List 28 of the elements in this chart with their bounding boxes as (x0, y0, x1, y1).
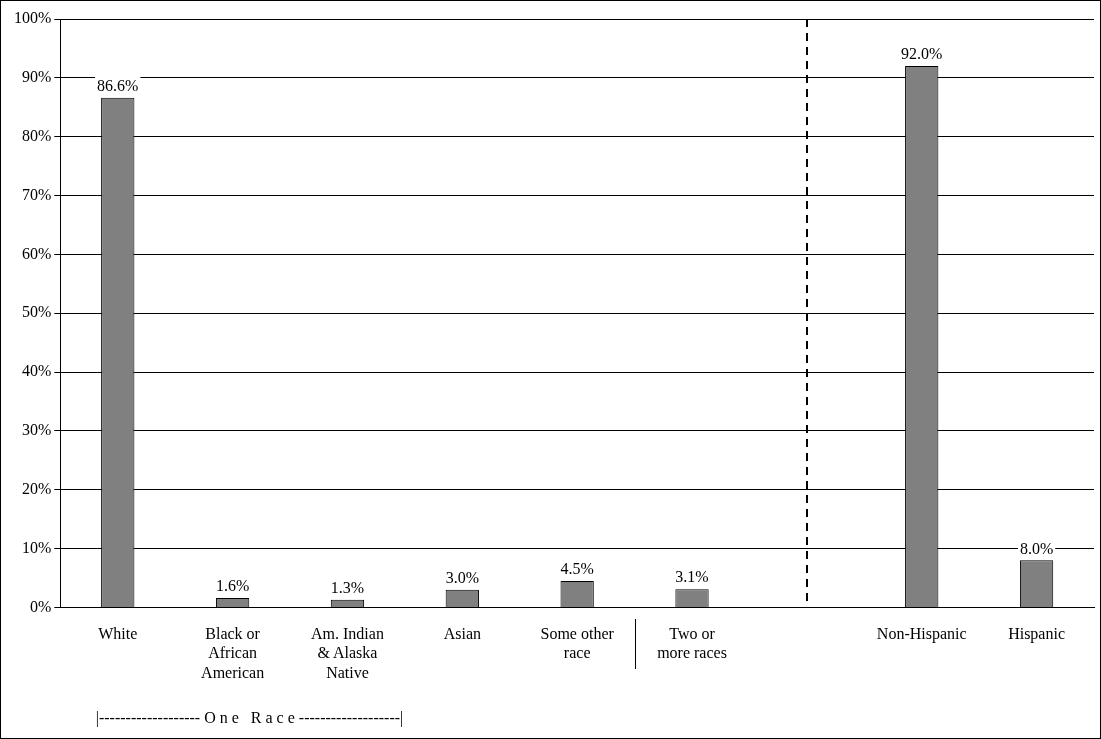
y-tick-label: 70% (22, 185, 52, 203)
data-label: 8.0% (1019, 539, 1054, 557)
data-label: 3.0% (445, 568, 479, 586)
y-tick-label: 80% (22, 126, 52, 144)
data-label: 92.0% (901, 45, 943, 63)
y-tick-label: 30% (22, 421, 52, 439)
x-tick-label: Some other race (540, 625, 615, 662)
data-label: 86.6% (97, 77, 139, 95)
data-label: 1.3% (330, 578, 365, 596)
y-tick-label: 60% (22, 244, 52, 262)
x-tick-label: Black or African American (201, 625, 265, 681)
data-label: 3.1% (675, 568, 709, 586)
y-tick-label: 50% (22, 303, 52, 321)
y-tick-label: 0% (30, 597, 52, 615)
text: |------------------- O n e R a c e -------------------| (95, 709, 404, 728)
y-tick-label: 40% (22, 362, 52, 380)
x-tick-label: White (98, 625, 138, 643)
x-tick-label: Am. Indian & Alaska Native (311, 625, 384, 681)
y-tick-label: 20% (22, 479, 52, 497)
x-tick-label: Hispanic (1008, 625, 1066, 644)
y-tick-label: 90% (22, 68, 52, 86)
y-tick-label: 100% (14, 9, 52, 27)
data-label: 1.6% (215, 577, 250, 595)
data-label: 4.5% (560, 560, 594, 578)
x-tick-label: Asian (443, 625, 481, 643)
y-tick-label: 10% (22, 538, 52, 556)
x-tick-label: Two or more races (657, 625, 727, 662)
x-tick-label: Non-Hispanic (876, 625, 967, 644)
